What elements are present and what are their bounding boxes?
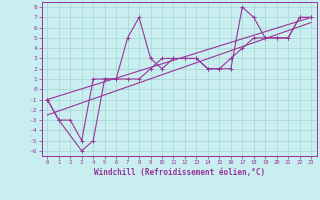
X-axis label: Windchill (Refroidissement éolien,°C): Windchill (Refroidissement éolien,°C) [94, 168, 265, 177]
